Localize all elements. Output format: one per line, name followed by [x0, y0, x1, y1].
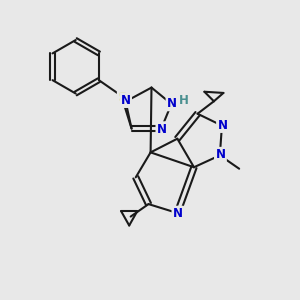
- Text: N: N: [167, 97, 177, 110]
- Text: N: N: [121, 94, 130, 106]
- Text: S: S: [118, 91, 128, 104]
- Text: N: N: [173, 207, 183, 220]
- Text: H: H: [179, 94, 189, 107]
- Text: N: N: [215, 148, 225, 161]
- Text: N: N: [218, 118, 227, 131]
- Text: N: N: [157, 123, 167, 136]
